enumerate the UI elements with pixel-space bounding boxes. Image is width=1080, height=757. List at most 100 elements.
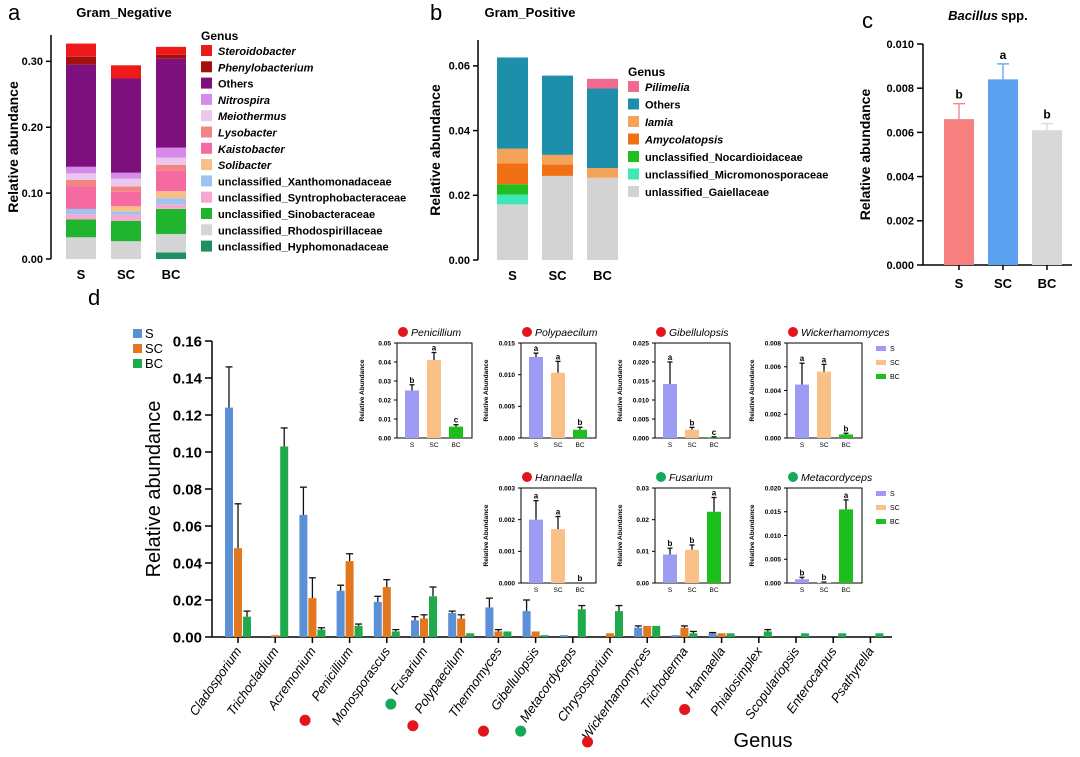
panel-a-legend-swatch-steroidobacter <box>201 45 212 56</box>
panel-a-legend-swatch-unclassified-rhodospirillaceae <box>201 224 212 236</box>
inset-fusarium-x-tick-label: S <box>668 587 673 594</box>
panel-c-title-genus: Bacillus <box>948 8 998 23</box>
inset-polypaecilum-y-axis-label: Relative Abundance <box>483 359 490 421</box>
inset-fusarium-y-tick-label: 0.03 <box>636 485 649 492</box>
panel-d-bar-thermomyces-bc <box>503 631 512 637</box>
panel-a-legend-swatch-kaistobacter <box>201 142 212 154</box>
inset-wickerhamomyces-legend-label-sc: SC <box>890 360 900 367</box>
panel-a-legend-label-solibacter: Solibacter <box>218 160 272 172</box>
panel-a-bar-sc-others <box>111 78 141 173</box>
inset-fusarium-title: Fusarium <box>669 472 713 484</box>
panel-a-legend-label-nitrospira: Nitrospira <box>218 95 270 107</box>
panel-d-bar-cladosporium-s <box>225 407 233 637</box>
inset-gibellulopsis-x-tick-label: SC <box>687 442 696 449</box>
inset-wickerhamomyces-y-tick-label: 0.000 <box>765 435 782 442</box>
inset-hannaella-x-tick-label: S <box>534 587 539 594</box>
panel-b-legend-label-unclassified-nocardioidaceae: unclassified_Nocardioidaceae <box>645 152 803 164</box>
panel-a-x-tick-label: SC <box>117 267 136 282</box>
inset-gibellulopsis-y-tick-label: 0.020 <box>633 359 650 366</box>
panel-b-legend-label-iamia: Iamia <box>645 117 673 129</box>
panel-a-bar-sc-solibacter <box>111 206 141 212</box>
inset-hannaella-significance-letter: a <box>534 492 539 501</box>
panel-b-x-tick-label: S <box>508 268 517 283</box>
inset-gibellulopsis-significance-letter: c <box>712 428 717 437</box>
inset-polypaecilum-marker <box>522 327 532 337</box>
panel-d-marker-red-polypaecilum <box>407 720 419 732</box>
inset-penicillium-y-tick-label: 0.04 <box>378 359 391 366</box>
panel-b-legend-label-amycolatopsis: Amycolatopsis <box>644 135 723 147</box>
panel-a-legend-title: Genus <box>201 29 239 43</box>
panel-b-bar-s-unlassified-gaiellaceae <box>497 204 528 260</box>
inset-metacordyceps: Metacordyceps 0.000 0.005 0.010 0.015 0.020 Re… <box>749 472 900 594</box>
inset-wickerhamomyces: Wickerhamomyces 0.000 0.002 0.004 0.006 0.008… <box>749 327 900 449</box>
inset-wickerhamomyces-legend-swatch-bc <box>876 374 886 379</box>
panel-d-bar-cladosporium-bc <box>243 616 251 637</box>
panel-d-bar-trichoderma-s <box>671 635 680 637</box>
inset-metacordyceps-y-tick-label: 0.005 <box>765 557 782 564</box>
inset-polypaecilum-bar-s <box>529 356 543 438</box>
inset-wickerhamomyces-bar-bc <box>839 434 853 438</box>
panel-b-bar-s-amycolatopsis <box>497 163 528 185</box>
panel-a-legend-swatch-meiothermus <box>201 110 212 122</box>
panel-a-legend-label-kaistobacter: Kaistobacter <box>218 144 285 156</box>
inset-wickerhamomyces-legend-swatch-sc <box>876 360 886 365</box>
inset-metacordyceps-y-tick-label: 0.000 <box>765 580 782 587</box>
inset-polypaecilum-x-tick-label: S <box>534 442 539 449</box>
inset-polypaecilum-y-tick-label: 0.015 <box>499 340 516 347</box>
panel-d-y-tick-label: 0.16 <box>173 333 202 350</box>
inset-metacordyceps-title: Metacordyceps <box>801 472 873 484</box>
inset-metacordyceps-bar-s <box>795 579 809 583</box>
panel-a-bar-bc-lysobacter <box>156 164 186 171</box>
inset-metacordyceps-legend-label-sc: SC <box>890 505 900 512</box>
inset-penicillium-y-tick-label: 0.05 <box>378 340 391 347</box>
panel-c-x-tick-label: BC <box>1038 276 1057 291</box>
panel-a-bar-bc-solibacter <box>156 191 186 199</box>
panel-a-legend-swatch-lysobacter <box>201 126 212 138</box>
inset-fusarium-bar-sc <box>685 549 699 583</box>
panel-a-bar-sc-unclassified-syntrophobacteraceae <box>111 214 141 221</box>
panel-d-marker-red-hannaella <box>679 703 691 715</box>
inset-hannaella-x-tick-label: BC <box>575 587 584 594</box>
panel-a-bar-sc-unclassified-xanthomonadaceae <box>111 211 141 215</box>
panel-a-legend-swatch-unclassified-hyphomonadaceae <box>201 240 212 252</box>
inset-wickerhamomyces-marker <box>788 327 798 337</box>
inset-polypaecilum-x-tick-label: SC <box>553 442 562 449</box>
inset-gibellulopsis-bar-sc <box>685 429 699 438</box>
panel-a-bar-sc-unclassified-sinobacteraceae <box>111 220 141 242</box>
inset-wickerhamomyces-bar-s <box>795 384 809 438</box>
inset-penicillium-y-tick-label: 0.02 <box>378 397 391 404</box>
inset-polypaecilum-bar-bc <box>573 429 587 438</box>
inset-metacordyceps-significance-letter: b <box>822 573 827 582</box>
panel-a-bar-bc-phenylobacterium <box>156 54 186 59</box>
inset-gibellulopsis-y-axis-label: Relative Abundance <box>617 359 624 421</box>
panel-a-bar-sc-nitrospira <box>111 172 141 179</box>
inset-fusarium-bar-s <box>663 554 677 583</box>
panel-a-legend-swatch-phenylobacterium <box>201 61 212 73</box>
inset-metacordyceps-y-tick-label: 0.020 <box>765 485 782 492</box>
inset-penicillium-bar-bc <box>449 426 463 438</box>
panel-d-legend-swatch-s <box>133 329 142 338</box>
panel-a-legend-swatch-unclassified-sinobacteraceae <box>201 208 212 219</box>
inset-metacordyceps-marker <box>788 472 798 482</box>
panel-b-bar-bc-pilimelia <box>587 78 618 89</box>
inset-wickerhamomyces-significance-letter: a <box>822 355 827 364</box>
inset-gibellulopsis-y-tick-label: 0.015 <box>633 378 650 385</box>
panel-d-bar-penicillium-sc <box>345 561 354 637</box>
panel-c-y-tick-label: 0.010 <box>886 39 914 51</box>
panel-d-x-axis-label: Genus <box>734 730 793 752</box>
inset-hannaella-bar-sc <box>551 529 565 583</box>
panel-b-bar-s-unclassified-micromonosporaceae <box>497 194 528 205</box>
inset-gibellulopsis-x-tick-label: BC <box>709 442 718 449</box>
panel-label-d: d <box>88 285 100 310</box>
inset-wickerhamomyces-significance-letter: b <box>844 424 849 433</box>
panel-a-legend-label-steroidobacter: Steroidobacter <box>218 46 296 58</box>
panel-b-y-tick-label: 0.06 <box>449 61 470 73</box>
panel-b-bar-bc-unlassified-gaiellaceae <box>587 177 618 260</box>
inset-metacordyceps-legend-swatch-s <box>876 491 886 496</box>
inset-penicillium: Penicillium 0.00 0.01 0.02 0.03 0.04 0.05 Relat… <box>359 327 473 449</box>
panel-label-a: a <box>8 0 21 25</box>
inset-fusarium-x-tick-label: BC <box>709 587 718 594</box>
inset-fusarium: Fusarium 0.00 0.01 0.02 0.03 Relative Abundan… <box>617 472 731 594</box>
panel-d-bar-thermomyces-sc <box>494 631 503 637</box>
panel-label-c: c <box>862 8 873 33</box>
